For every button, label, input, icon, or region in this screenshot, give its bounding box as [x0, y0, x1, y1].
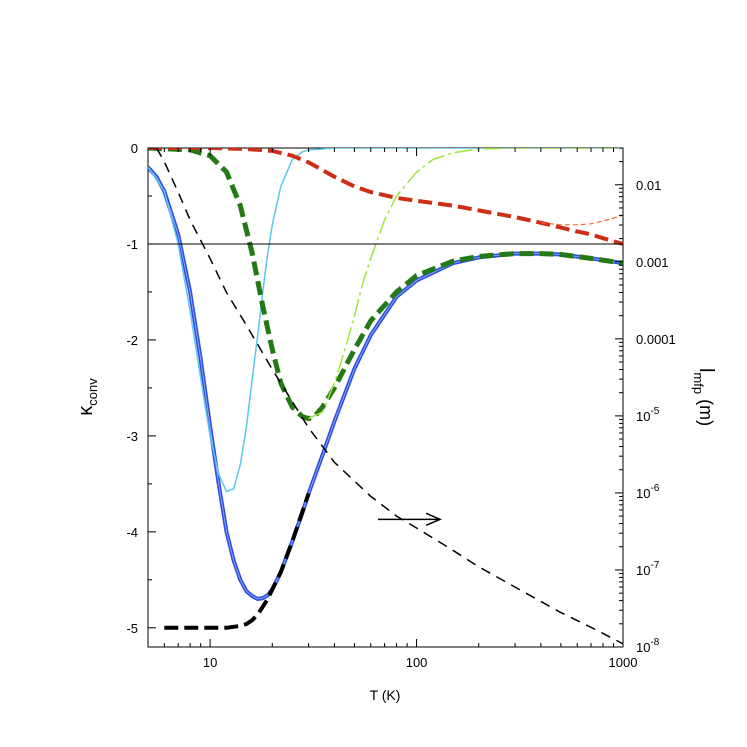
series-4-line: [308, 148, 623, 420]
y-right-tick-label: 0.0001: [636, 332, 676, 347]
y-axis-right-title-sub: mfp: [691, 372, 706, 394]
y-axis-left-title-main: κ: [75, 405, 97, 416]
plot-frame: [147, 147, 624, 648]
series-2-line: [148, 148, 623, 493]
series-5-line: [148, 148, 623, 246]
x-tick-label: 1000: [609, 655, 638, 670]
annotation-arrow-head: [425, 512, 442, 527]
y-left-tick-label: 0: [131, 141, 138, 156]
y-axis-right-title: lmfp (m): [691, 368, 717, 426]
y-right-tick-label: 10-8: [636, 637, 660, 655]
y-left-tick-label: -4: [126, 525, 138, 540]
y-left-tick-label: -1: [126, 237, 138, 252]
y-left-tick-label: -2: [126, 333, 138, 348]
y-axis-right-title-main: l: [695, 368, 717, 372]
x-axis-title: T (K): [370, 687, 401, 703]
series-1-line: [164, 492, 311, 630]
y-axis-left-title: κconv: [75, 378, 100, 416]
series-layer: [148, 148, 623, 645]
y-axis-left: 0 -1 -2 -3 -4 -5: [126, 141, 156, 636]
series-6-line: [540, 214, 623, 226]
series-7-line: [155, 148, 623, 645]
y-right-tick-label: 10-5: [636, 406, 660, 424]
series-0-highlight: [148, 166, 623, 600]
y-left-tick-label: -5: [126, 621, 138, 636]
y-right-tick-label: 10-6: [636, 483, 660, 501]
svg-text:lmfp (m): lmfp (m): [691, 368, 717, 426]
x-tick-label: 10: [203, 655, 217, 670]
series-0-line: [148, 165, 623, 601]
y-right-tick-label: 10-7: [636, 560, 660, 578]
y-left-tick-label: -3: [126, 429, 138, 444]
y-axis-right-title-unit: (m): [696, 394, 716, 426]
y-axis-right: 0.01 0.001 0.0001 10-5 10-6 10-7 10-8: [615, 147, 676, 655]
x-tick-label: 100: [406, 655, 428, 670]
y-right-tick-label: 0.01: [636, 178, 661, 193]
y-axis-left-title-sub: conv: [85, 378, 100, 406]
y-right-tick-label: 0.001: [636, 255, 669, 270]
reference-layer: [148, 243, 623, 527]
svg-text:κconv: κconv: [75, 378, 100, 416]
x-axis: 10 100 1000: [147, 148, 638, 670]
series-3-line: [148, 148, 623, 422]
